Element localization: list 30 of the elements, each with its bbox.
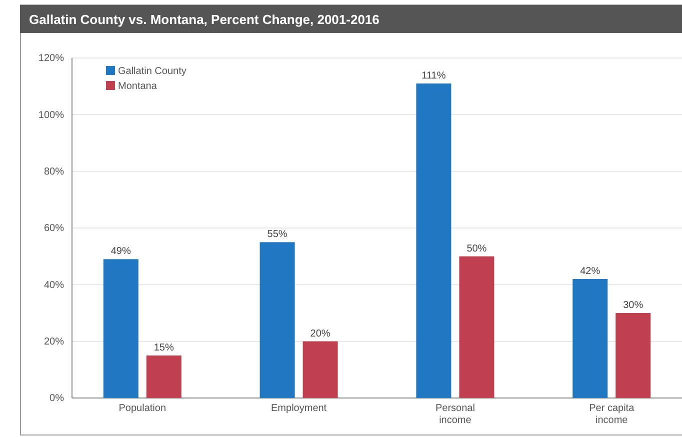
text: 20%: [310, 328, 330, 340]
x-tick-label: Employment: [271, 403, 327, 414]
y-tick-label: 20%: [44, 336, 64, 348]
y-tick-label: 40%: [44, 280, 64, 291]
legend-label: Montana: [118, 81, 158, 92]
text: 55%: [267, 229, 288, 240]
text: 50%: [466, 243, 487, 254]
bar: [616, 313, 651, 398]
y-tick-label: 0%: [50, 393, 64, 404]
text: 111%: [422, 70, 446, 82]
chart-title: Gallatin County vs. Montana, Percent Change, 2001-2016: [29, 12, 380, 27]
bar: [459, 256, 494, 398]
bar: [572, 279, 608, 398]
x-tick-label: Population: [118, 403, 166, 414]
bar: [416, 84, 452, 398]
bar: [103, 259, 138, 398]
y-tick-label: 100%: [38, 110, 64, 121]
bar: [302, 341, 338, 398]
y-tick-label: 80%: [44, 166, 64, 178]
text: 42%: [580, 266, 600, 277]
text: 15%: [154, 342, 174, 354]
x-tick-label: Personal income: [435, 403, 475, 426]
text: 49%: [110, 246, 131, 258]
x-tick-label: Per capita income: [589, 403, 635, 426]
y-tick-label: 60%: [44, 223, 64, 234]
y-tick-label: 120%: [38, 53, 64, 64]
bar: [260, 242, 295, 398]
text: 30%: [623, 300, 644, 311]
bar: [146, 356, 182, 398]
legend-label: Gallatin County: [118, 66, 186, 77]
